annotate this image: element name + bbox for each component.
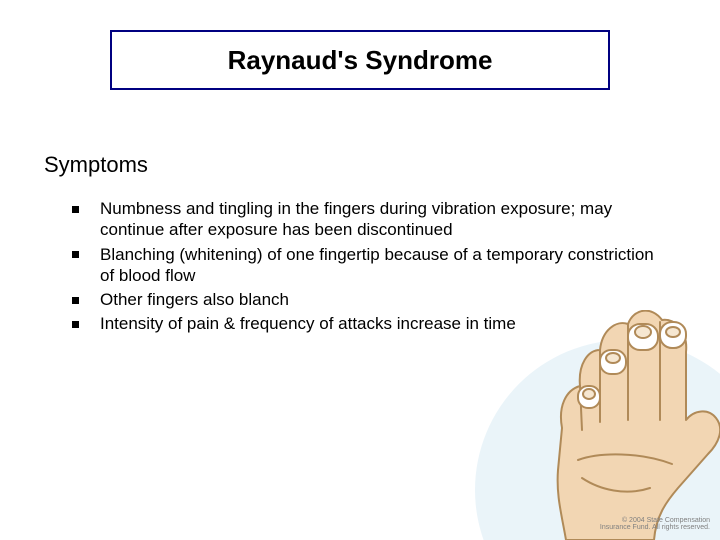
hand-shape [558, 311, 720, 540]
slide: Raynaud's Syndrome Symptoms Numbness and… [0, 0, 720, 540]
title-box: Raynaud's Syndrome [110, 30, 610, 90]
slide-title: Raynaud's Syndrome [228, 45, 493, 76]
copyright: © 2004 State Compensation Insurance Fund… [600, 517, 710, 532]
bullet-item: Blanching (whitening) of one fingertip b… [72, 244, 662, 287]
hand-bg-circle [475, 340, 720, 540]
copyright-line-1: © 2004 State Compensation [600, 517, 710, 525]
bullet-item: Intensity of pain & frequency of attacks… [72, 313, 662, 334]
hand-illustration [450, 310, 720, 540]
copyright-line-2: Insurance Fund. All rights reserved. [600, 524, 710, 532]
bullet-item: Other fingers also blanch [72, 289, 662, 310]
bullet-list: Numbness and tingling in the fingers dur… [72, 198, 662, 338]
bullet-item: Numbness and tingling in the fingers dur… [72, 198, 662, 241]
subheading-symptoms: Symptoms [44, 152, 148, 178]
